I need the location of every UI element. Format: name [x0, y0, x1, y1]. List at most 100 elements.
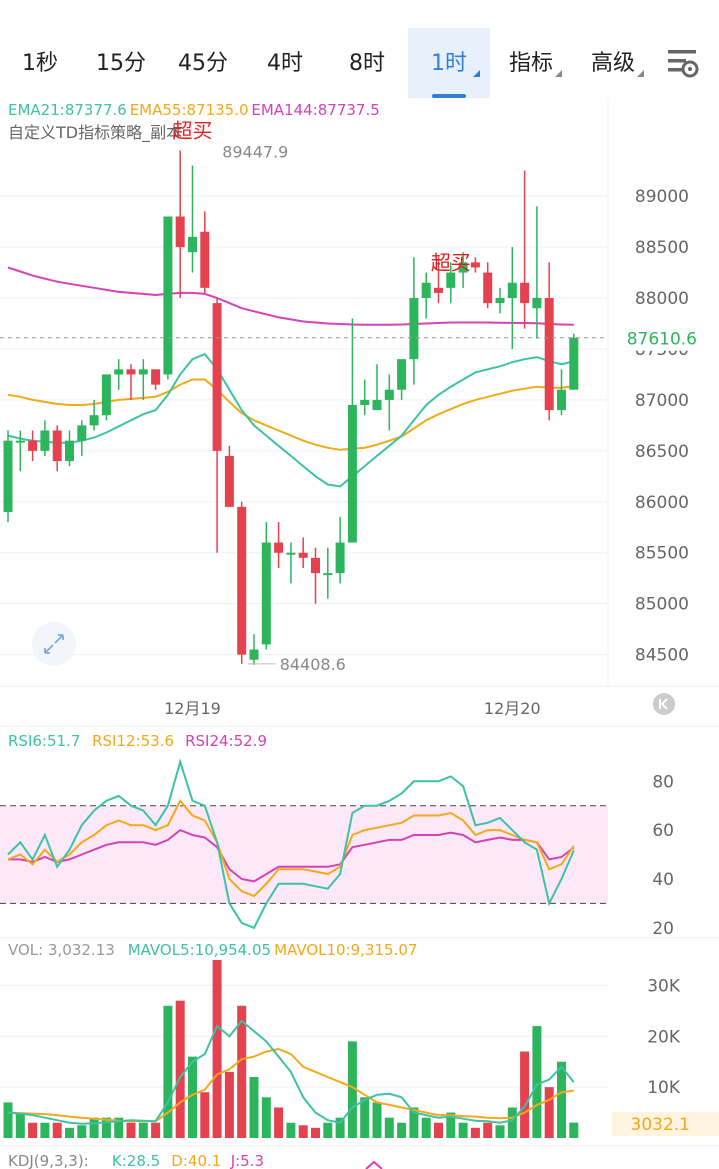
candle-body: [200, 231, 210, 288]
vol-current-label: 3032.1: [631, 1115, 690, 1135]
kdj-legend: D:40.1: [171, 1152, 221, 1169]
overbought-label: 超买: [431, 250, 471, 274]
tab-1[interactable]: 15分: [80, 28, 162, 98]
candle: [286, 542, 296, 584]
candle: [495, 287, 505, 314]
rsi-legend: RSI24:52.9: [185, 732, 267, 750]
mavol5-line: [7, 1019, 575, 1125]
rsi-y-tick: 40: [652, 870, 674, 890]
candle: [335, 517, 345, 584]
candle-body: [114, 369, 124, 375]
candle-body: [434, 287, 443, 293]
volume-bar: [520, 1051, 530, 1138]
ema-legend: EMA144:87737.5: [251, 101, 379, 119]
volume-bar: [532, 1026, 542, 1138]
vol-current-box: [612, 1112, 719, 1136]
candle-body: [311, 557, 320, 574]
tab-7[interactable]: 高级: [572, 28, 654, 98]
dropdown-caret-icon: [555, 70, 562, 77]
vol-legend: MAVOL10:9,315.07: [274, 941, 417, 959]
y-tick-label: 89000: [635, 187, 689, 207]
volume-bar: [384, 1117, 394, 1138]
expand-icon-bg: [32, 622, 76, 666]
tab-label: 指标: [508, 51, 553, 76]
kdj-j-line: [365, 1160, 383, 1169]
candle: [274, 522, 284, 569]
candle: [446, 262, 456, 304]
expand-icon[interactable]: [32, 622, 76, 666]
volume-bar: [101, 1117, 111, 1138]
candle: [114, 359, 124, 390]
rsi-legend: RSI12:53.6: [92, 732, 174, 750]
chart-settings-button[interactable]: [664, 46, 704, 82]
candle-body: [3, 440, 13, 512]
tab-2[interactable]: 45分: [162, 28, 244, 98]
candle-body: [261, 542, 271, 645]
tab-4[interactable]: 8时: [326, 28, 408, 98]
dropdown-caret-icon: [473, 70, 480, 77]
volume-bar: [470, 1127, 480, 1138]
volume-bar: [212, 960, 222, 1138]
volume-bar: [151, 1122, 161, 1138]
tab-5[interactable]: 1时: [408, 28, 490, 98]
candle-body: [557, 389, 566, 411]
candle-body: [249, 649, 259, 660]
volume-bar: [323, 1122, 333, 1138]
candle-body: [520, 282, 530, 304]
volume-bar: [507, 1107, 517, 1138]
volume-bar: [188, 1056, 197, 1138]
candle-body: [151, 369, 161, 385]
rsi-legend: RSI6:51.7: [8, 732, 80, 750]
strategy-label: 自定义TD指标策略_副本: [8, 123, 182, 143]
candle: [126, 364, 136, 400]
candle: [384, 374, 394, 431]
candle: [544, 262, 554, 421]
scroll-latest-button[interactable]: [653, 693, 675, 715]
rsi-y-tick: 60: [652, 821, 674, 841]
candle-body: [409, 298, 419, 360]
candle-body: [335, 542, 345, 574]
rsi-y-tick: 20: [652, 919, 674, 939]
candle: [200, 211, 210, 293]
candle: [421, 272, 431, 319]
y-tick-label: 86000: [635, 493, 689, 513]
candle-body: [224, 455, 234, 507]
volume-bar: [200, 1092, 210, 1138]
volume-bar: [224, 1071, 234, 1138]
candle-body: [237, 506, 247, 655]
tab-0[interactable]: 1秒: [0, 28, 80, 98]
volume-bar: [495, 1125, 505, 1138]
candle-body: [40, 430, 50, 451]
tab-6[interactable]: 指标: [490, 28, 572, 98]
candle: [175, 150, 185, 299]
candle-body: [323, 573, 333, 576]
candle-body: [298, 552, 308, 558]
volume-bar: [261, 1097, 271, 1138]
candle-body: [421, 282, 431, 299]
volume-bar: [409, 1107, 419, 1138]
vol-legend: MAVOL5:10,954.05: [128, 941, 271, 959]
candle: [188, 165, 197, 273]
tab-label: 高级: [590, 51, 635, 76]
candle: [65, 430, 74, 467]
candle-body: [101, 374, 111, 416]
expand-icon-glyph: [44, 634, 64, 654]
candle: [569, 333, 579, 390]
rsi6-line: [7, 758, 575, 930]
candle: [470, 257, 480, 273]
rsi12-line: [7, 798, 575, 898]
volume-bar: [28, 1122, 38, 1138]
ema21-line: [7, 352, 575, 488]
vol-y-tick: 20K: [647, 1027, 681, 1047]
ema-legend: EMA55:87135.0: [130, 101, 249, 119]
tab-3[interactable]: 4时: [244, 28, 326, 98]
volume-bar: [52, 1122, 62, 1138]
volume-bar: [40, 1122, 50, 1138]
volume-bar: [569, 1122, 579, 1138]
mavol10-line: [7, 1047, 574, 1123]
kdj-legend: KDJ(9,3,3):: [8, 1152, 89, 1169]
candle: [52, 425, 62, 472]
volume-bar: [286, 1122, 296, 1138]
vol-y-tick: 10K: [647, 1078, 681, 1098]
